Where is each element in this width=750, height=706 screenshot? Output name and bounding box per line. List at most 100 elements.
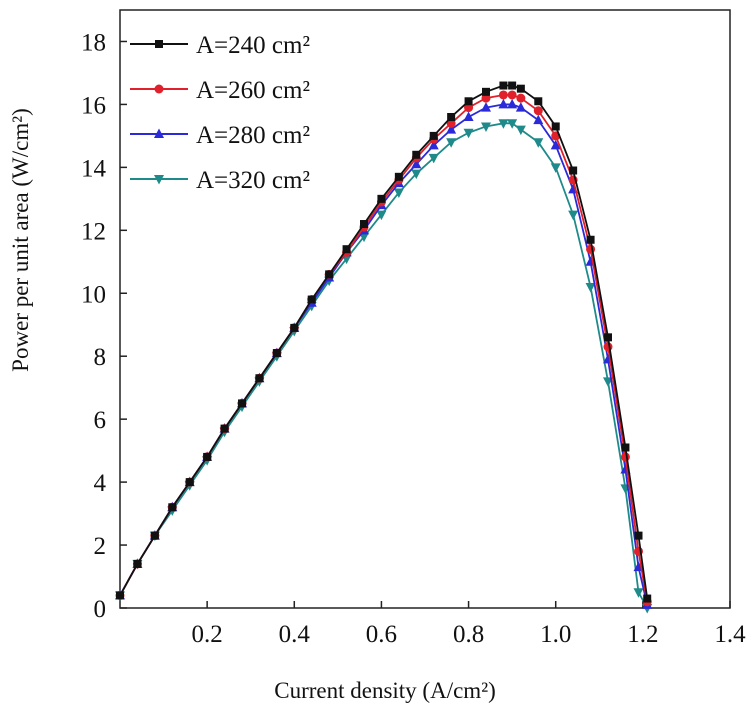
data-point bbox=[508, 81, 517, 90]
y-axis-title: Power per unit area (W/cm²) bbox=[8, 108, 33, 372]
data-point bbox=[643, 594, 652, 603]
data-point bbox=[604, 333, 612, 342]
axis-ticks: 0 2 4 6 8 10 12 14 16 18 0.2 0.4 0.6 0.8 1.0 1.2 1.4 bbox=[81, 29, 746, 648]
data-point bbox=[533, 106, 543, 116]
data-point bbox=[515, 125, 526, 136]
data-point bbox=[482, 87, 490, 96]
x-tick-label: 0.6 bbox=[366, 621, 397, 648]
data-point bbox=[533, 114, 544, 125]
legend-marker bbox=[155, 40, 163, 48]
data-point bbox=[633, 588, 644, 598]
data-point bbox=[516, 84, 525, 93]
x-axis-title: Current density (A/cm²) bbox=[274, 678, 496, 703]
data-point bbox=[621, 443, 630, 452]
data-point bbox=[507, 119, 518, 129]
data-point bbox=[481, 102, 491, 112]
data-point bbox=[412, 150, 421, 159]
series-line bbox=[119, 84, 649, 599]
data-point bbox=[325, 270, 334, 279]
y-tick-label: 18 bbox=[81, 29, 106, 56]
data-point bbox=[620, 452, 630, 462]
data-point bbox=[568, 210, 579, 221]
data-point bbox=[569, 166, 578, 175]
data-point bbox=[238, 399, 246, 408]
data-point bbox=[586, 235, 595, 244]
data-point bbox=[498, 119, 509, 129]
data-point bbox=[507, 90, 517, 100]
x-tick-label: 0.4 bbox=[279, 621, 311, 648]
data-point bbox=[255, 374, 264, 383]
y-tick-label: 4 bbox=[94, 470, 107, 497]
series-layer bbox=[115, 81, 653, 614]
data-point bbox=[376, 210, 387, 221]
data-point bbox=[603, 342, 613, 352]
data-point bbox=[464, 103, 474, 113]
data-point bbox=[342, 245, 351, 254]
data-point bbox=[393, 188, 404, 199]
x-tick-label: 1.0 bbox=[540, 621, 571, 648]
data-point bbox=[377, 194, 386, 203]
legend-item: A=240 cm² bbox=[130, 32, 310, 59]
data-point bbox=[481, 93, 491, 103]
data-point bbox=[116, 591, 124, 600]
x-tick-label: 1.4 bbox=[714, 621, 746, 648]
data-point bbox=[585, 282, 596, 293]
data-point bbox=[429, 131, 438, 140]
data-point bbox=[463, 111, 474, 122]
data-point bbox=[272, 349, 281, 358]
legend: A=240 cm² A=260 cm² A=280 cm² A=320 cm² bbox=[130, 32, 310, 194]
data-point bbox=[411, 169, 422, 180]
data-point bbox=[307, 295, 316, 304]
y-tick-label: 6 bbox=[94, 407, 107, 434]
y-tick-label: 0 bbox=[94, 596, 107, 623]
y-tick-label: 8 bbox=[94, 344, 107, 371]
data-point bbox=[150, 531, 159, 540]
legend-label: A=280 cm² bbox=[196, 122, 310, 149]
legend-label: A=320 cm² bbox=[196, 167, 310, 194]
y-tick-label: 12 bbox=[81, 218, 106, 245]
data-point bbox=[551, 122, 560, 131]
data-point bbox=[185, 478, 194, 487]
legend-marker bbox=[154, 128, 164, 138]
data-point bbox=[515, 102, 526, 112]
y-tick-label: 16 bbox=[81, 92, 106, 119]
data-point bbox=[499, 81, 508, 90]
data-point bbox=[498, 90, 508, 100]
data-point bbox=[203, 452, 212, 461]
data-point bbox=[359, 232, 369, 243]
data-point bbox=[360, 220, 368, 229]
data-point bbox=[534, 97, 543, 106]
y-tick-label: 14 bbox=[81, 155, 107, 182]
x-tick-label: 0.2 bbox=[192, 621, 223, 648]
data-point bbox=[446, 138, 457, 148]
data-point bbox=[447, 113, 456, 122]
legend-label: A=240 cm² bbox=[196, 32, 310, 59]
data-point bbox=[220, 424, 229, 433]
data-point bbox=[507, 98, 518, 109]
data-point bbox=[634, 531, 643, 540]
y-tick-label: 2 bbox=[94, 533, 107, 560]
x-tick-label: 0.8 bbox=[453, 621, 484, 648]
legend-label: A=260 cm² bbox=[196, 77, 310, 104]
data-point bbox=[550, 139, 561, 150]
data-point bbox=[533, 138, 544, 148]
data-point bbox=[481, 122, 491, 132]
legend-marker bbox=[154, 84, 164, 94]
series-1 bbox=[116, 81, 652, 603]
x-tick-label: 1.2 bbox=[627, 621, 658, 648]
data-point bbox=[550, 163, 561, 173]
data-point bbox=[516, 93, 526, 103]
data-point bbox=[464, 97, 473, 106]
data-point bbox=[133, 559, 142, 568]
data-point bbox=[498, 98, 509, 109]
plot-frame bbox=[119, 9, 731, 609]
legend-item: A=320 cm² bbox=[130, 167, 310, 194]
data-point bbox=[168, 503, 177, 512]
legend-item: A=260 cm² bbox=[130, 77, 310, 104]
data-point bbox=[411, 158, 422, 169]
data-point bbox=[290, 323, 299, 332]
data-point bbox=[428, 153, 439, 164]
legend-marker bbox=[154, 175, 164, 185]
legend-item: A=280 cm² bbox=[130, 122, 310, 149]
